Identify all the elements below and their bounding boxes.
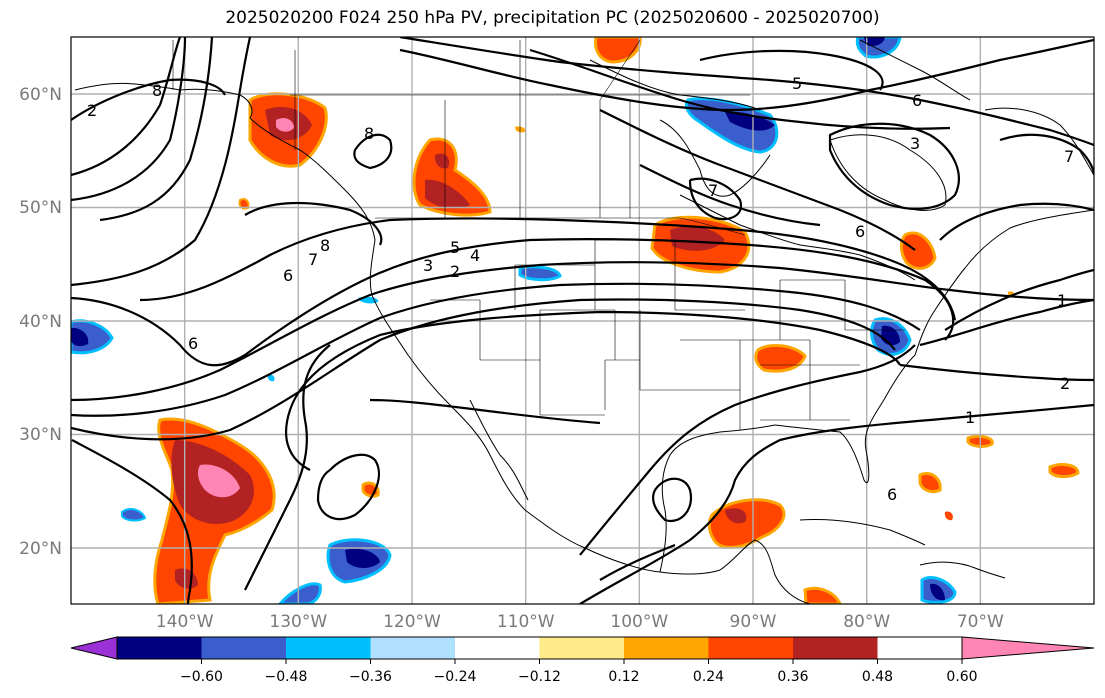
contour-label: 8 [364,124,374,143]
lon-tick-label: 90°W [730,612,777,632]
colorbar-tick-label: −0.60 [180,669,223,685]
colorbar-bin [624,637,709,659]
lon-axis: 140°W 130°W 120°W 110°W 100°W 90°W 80°W … [156,612,1004,632]
colorbar-bin [793,637,878,659]
lon-tick-label: 120°W [383,612,441,632]
colorbar-extend-high [961,636,1095,660]
colorbar-tick-label: 0.24 [693,669,724,685]
contour-label: 6 [855,222,865,241]
colorbar-bin [455,637,540,659]
lat-tick-label: 20°N [19,539,62,559]
contour-label: 6 [283,266,293,285]
contour-label: 4 [470,246,480,265]
colorbar-tick-label: −0.48 [265,669,308,685]
lat-tick-label: 50°N [19,198,62,218]
colorbar-tick-label: −0.36 [349,669,392,685]
contour-label: 6 [912,91,922,110]
contour-label: 1 [1057,291,1067,310]
figure-title: 2025020200 F024 250 hPa PV, precipitatio… [225,8,880,28]
lat-tick-label: 60°N [19,85,62,105]
colorbar: −0.60 −0.48 −0.36 −0.24 −0.12 0.12 0.24 … [70,636,1095,685]
contour-label: 5 [792,74,802,93]
colorbar-extend-low [70,636,118,660]
contour-label: 6 [188,334,198,353]
colorbar-bin [539,637,624,659]
colorbar-bin [201,637,286,659]
colorbar-tick-label: 0.12 [608,669,639,685]
colorbar-tick-label: −0.12 [518,669,561,685]
lat-axis: 20°N 30°N 40°N 50°N 60°N [19,85,62,559]
contour-label: 3 [910,134,920,153]
contour-labels: 1 1 2 2 2 3 3 4 5 5 6 6 6 6 6 7 7 7 8 8 … [87,74,1074,504]
contour-label: 2 [87,101,97,120]
colorbar-bin [117,637,202,659]
colorbar-bin [286,637,371,659]
map-frame [70,36,1095,605]
lon-tick-label: 130°W [269,612,327,632]
contour-label: 3 [423,256,433,275]
colorbar-tick-label: 0.60 [946,669,977,685]
lon-tick-label: 110°W [497,612,555,632]
lon-tick-label: 100°W [610,612,668,632]
colorbar-tick-label: 0.48 [862,669,893,685]
colorbar-tick-label: −0.24 [434,669,477,685]
lat-tick-label: 40°N [19,312,62,332]
lon-tick-label: 140°W [156,612,214,632]
coastlines [74,39,1094,604]
contour-label: 8 [320,236,330,255]
contour-label: 2 [450,262,460,281]
colorbar-bin [708,637,793,659]
contour-label: 2 [1060,374,1070,393]
political-borders [172,39,905,430]
contour-label: 5 [450,238,460,257]
contour-label: 7 [1064,147,1074,166]
contour-label: 8 [152,81,162,100]
lon-tick-label: 80°W [843,612,890,632]
contour-label: 7 [308,250,318,269]
colorbar-bin [370,637,455,659]
pv-contours [71,37,1094,604]
contour-label: 1 [965,408,975,427]
contour-label: 7 [708,181,718,200]
contour-label: 6 [887,485,897,504]
lon-tick-label: 70°W [957,612,1004,632]
colorbar-tick-label: 0.36 [777,669,808,685]
lat-tick-label: 30°N [19,425,62,445]
